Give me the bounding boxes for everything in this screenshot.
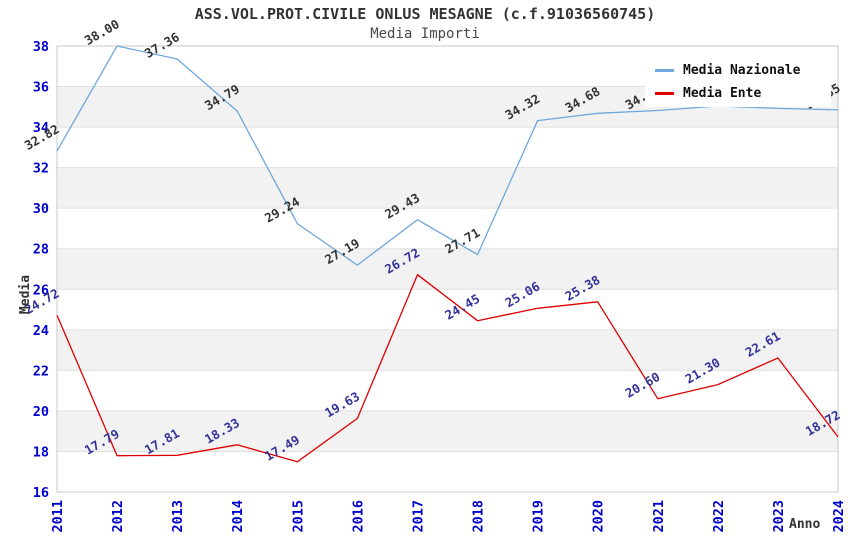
x-tick-label: 2012 [110,500,126,533]
y-tick-label: 24 [33,323,49,339]
legend-item-media-ente: Media Ente [655,84,823,102]
data-point-label: 24.45 [442,291,482,323]
y-axis-title: Media [18,274,34,315]
plot-band [57,248,838,290]
x-tick-label: 2020 [591,500,607,533]
y-tick-label: 38 [33,39,49,55]
x-tick-label: 2013 [170,500,186,533]
plot-band [57,410,838,452]
y-tick-label: 16 [33,485,49,501]
y-tick-label: 34 [33,120,49,136]
legend-label-media-ente: Media Ente [683,85,762,101]
x-axis-title: Anno [789,517,821,532]
y-tick-label: 20 [33,404,49,420]
x-tick-label: 2024 [831,500,847,533]
chart-subtitle: Media Importi [370,26,480,42]
y-tick-label: 28 [33,242,49,258]
legend-line-blue-icon [655,68,674,72]
x-tick-label: 2018 [471,500,487,533]
legend: Media Nazionale Media Ente [645,56,831,107]
y-tick-label: 36 [33,80,49,96]
x-tick-label: 2011 [50,500,66,533]
series-line-media-ente [56,274,839,463]
y-tick-label: 22 [33,363,49,379]
x-tick-label: 2016 [350,500,366,533]
x-tick-label: 2014 [230,500,246,533]
x-tick-label: 2023 [771,500,787,533]
x-tick-label: 2022 [711,500,727,533]
plot-band [57,329,838,371]
plot-band [57,167,838,209]
x-tick-label: 2021 [651,500,667,533]
legend-label-media-nazionale: Media Nazionale [683,62,801,78]
x-tick-label: 2017 [410,500,426,533]
y-tick-label: 18 [33,444,49,460]
y-tick-label: 26 [33,282,49,298]
legend-item-media-nazionale: Media Nazionale [655,61,823,79]
y-tick-label: 32 [33,161,49,177]
legend-line-red-icon [655,91,674,95]
y-tick-label: 30 [33,201,49,217]
chart-title: ASS.VOL.PROT.CIVILE ONLUS MESAGNE (c.f.9… [194,5,656,23]
plot-frame [56,45,839,493]
x-tick-label: 2019 [531,500,547,533]
x-tick-label: 2015 [290,500,306,533]
